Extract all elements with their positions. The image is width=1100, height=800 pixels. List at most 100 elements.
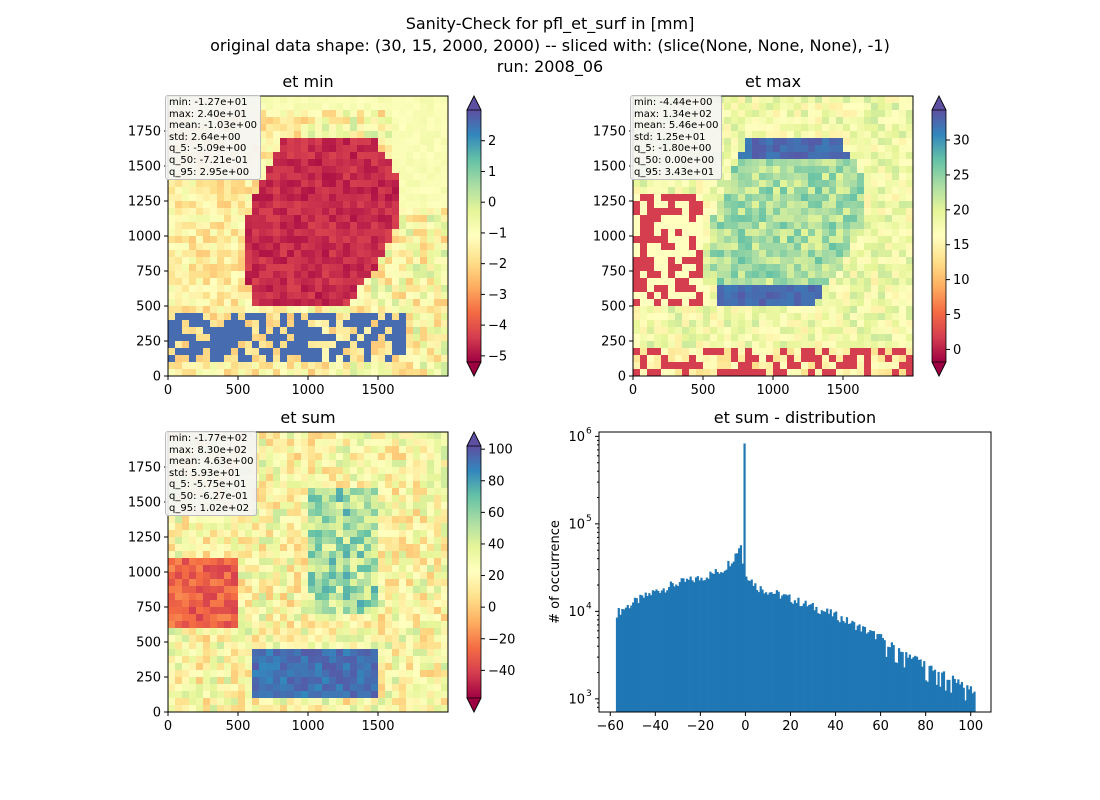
heatmap-cell <box>815 264 823 272</box>
heatmap-cell <box>899 215 907 223</box>
heatmap-cell <box>175 516 183 524</box>
heatmap-cell <box>315 551 323 559</box>
heatmap-cell <box>885 222 893 230</box>
heatmap-cell <box>413 299 421 307</box>
heatmap-cell <box>217 600 225 608</box>
heatmap-cell <box>357 250 365 258</box>
heatmap-cell <box>336 348 344 356</box>
heatmap-cell <box>315 173 323 181</box>
heatmap-cell <box>731 292 739 300</box>
heatmap-cell <box>189 229 197 237</box>
heatmap-cell <box>420 670 428 678</box>
heatmap-cell <box>392 586 400 594</box>
heatmap-cell <box>266 551 274 559</box>
heatmap-cell <box>864 285 872 293</box>
heatmap-cell <box>315 327 323 335</box>
heatmap-cell <box>308 495 316 503</box>
heatmap-cell <box>633 313 641 321</box>
heatmap-cell <box>738 166 746 174</box>
heatmap-cell <box>273 264 281 272</box>
heatmap-cell <box>280 670 288 678</box>
heatmap-cell <box>647 243 655 251</box>
heatmap-cell <box>434 264 442 272</box>
heatmap-cell <box>315 187 323 195</box>
heatmap-cell <box>259 159 267 167</box>
heatmap-cell <box>175 362 183 370</box>
heatmap-cell <box>773 285 781 293</box>
heatmap-cell <box>217 705 225 713</box>
heatmap-cell <box>301 432 309 440</box>
heatmap-cell <box>780 117 788 125</box>
heatmap-cell <box>724 334 732 342</box>
heatmap-cell <box>329 502 337 510</box>
heatmap-cell <box>815 348 823 356</box>
heatmap-cell <box>238 572 246 580</box>
heatmap-cell <box>350 96 358 104</box>
heatmap-cell <box>210 201 218 209</box>
heatmap-cell <box>182 348 190 356</box>
heatmap-cell <box>343 565 351 573</box>
heatmap-cell <box>294 621 302 629</box>
heatmap-cell <box>259 495 267 503</box>
heatmap-cell <box>168 187 176 195</box>
heatmap-cell <box>371 271 379 279</box>
heatmap-cell <box>399 243 407 251</box>
heatmap-cell <box>434 530 442 538</box>
heatmap-cell <box>808 271 816 279</box>
heatmap-cell <box>815 250 823 258</box>
heatmap-cell <box>392 439 400 447</box>
heatmap-cell <box>885 306 893 314</box>
heatmap-cell <box>315 649 323 657</box>
heatmap-cell <box>406 96 414 104</box>
heatmap-cell <box>259 369 267 377</box>
heatmap-cell <box>294 110 302 118</box>
heatmap-cell <box>203 649 211 657</box>
heatmap-cell <box>843 285 851 293</box>
heatmap-cell <box>413 684 421 692</box>
heatmap-cell <box>224 369 232 377</box>
heatmap-cell <box>308 320 316 328</box>
heatmap-cell <box>357 684 365 692</box>
heatmap-cell <box>266 201 274 209</box>
heatmap-cell <box>647 292 655 300</box>
heatmap-cell <box>315 306 323 314</box>
heatmap-cell <box>238 607 246 615</box>
heatmap-cell <box>203 327 211 335</box>
heatmap-cell <box>273 320 281 328</box>
heatmap-cell <box>343 432 351 440</box>
heatmap-cell <box>906 208 914 216</box>
heatmap-cell <box>371 117 379 125</box>
heatmap-cell <box>773 201 781 209</box>
colorbar-frame <box>466 431 482 713</box>
heatmap-cell <box>385 635 393 643</box>
heatmap-cell <box>273 313 281 321</box>
heatmap-cell <box>427 551 435 559</box>
heatmap-cell <box>787 341 795 349</box>
heatmap-cell <box>794 313 802 321</box>
colorbar-tick-label: −5 <box>488 349 507 364</box>
heatmap-cell <box>364 355 372 363</box>
heatmap-cell <box>238 348 246 356</box>
heatmap-cell <box>315 453 323 461</box>
heatmap-cell <box>724 215 732 223</box>
heatmap-cell <box>413 495 421 503</box>
y-tick-label: 1500 <box>593 160 626 175</box>
heatmap-cell <box>280 152 288 160</box>
heatmap-cell <box>343 586 351 594</box>
heatmap-cell <box>399 341 407 349</box>
heatmap-cell <box>252 565 260 573</box>
y-tick-label: 0 <box>153 706 161 721</box>
heatmap-cell <box>259 306 267 314</box>
heatmap-cell <box>815 103 823 111</box>
heatmap-cell <box>308 201 316 209</box>
heatmap-cell <box>787 369 795 377</box>
heatmap-cell <box>371 600 379 608</box>
heatmap-cell <box>224 320 232 328</box>
heatmap-cell <box>210 698 218 706</box>
heatmap-cell <box>350 250 358 258</box>
heatmap-cell <box>822 96 830 104</box>
heatmap-cell <box>259 138 267 146</box>
x-tick-label: 0 <box>629 383 637 398</box>
heatmap-cell <box>350 600 358 608</box>
heatmap-cell <box>661 250 669 258</box>
